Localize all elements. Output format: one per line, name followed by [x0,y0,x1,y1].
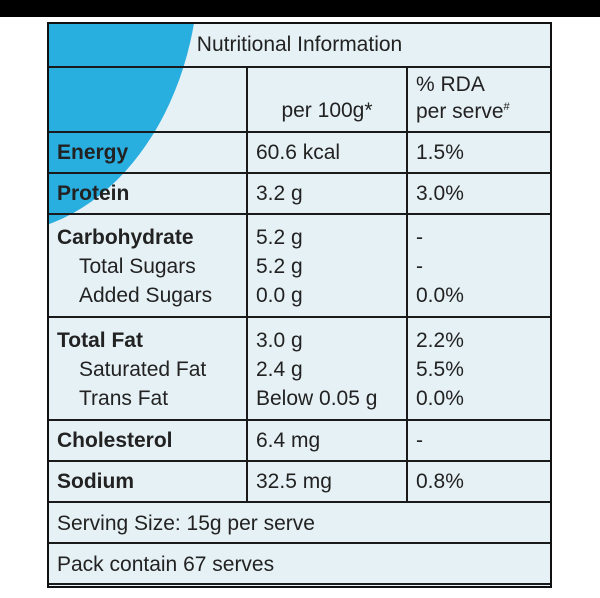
row-pack-contains: Pack contain 67 serves [49,542,550,585]
nutrient-rda-values: 2.2% 5.5% 0.0% [405,316,550,421]
nutrient-rda: - [405,419,550,462]
header-per-100g: per 100g* [246,66,408,133]
nutrient-per100: 2.4 g [256,358,303,381]
nutrient-name: Total Fat [57,329,143,352]
row-protein: Protein 3.2 g 3.0% [49,172,550,215]
nutrient-per100: 0.0 g [256,284,303,307]
header-rda-line2: per serve [416,100,504,123]
nutrient-rda: 3.0% [405,172,550,215]
row-cholesterol: Cholesterol 6.4 mg - [49,419,550,462]
row-fat-group: Total Fat Saturated Fat Trans Fat 3.0 g … [49,316,550,421]
nutrient-rda: 0.0% [416,284,464,307]
nutrient-rda: - [416,255,423,278]
row-sodium: Sodium 32.5 mg 0.8% [49,460,550,503]
nutrient-per100-values: 5.2 g 5.2 g 0.0 g [246,213,408,318]
pack-contains-text: Pack contain 67 serves [49,542,550,585]
table-title: Nutritional Information [49,24,550,68]
nutrient-name: Total Sugars [79,255,196,278]
nutrient-name: Saturated Fat [79,358,207,381]
nutrient-per100: 5.2 g [256,226,303,249]
nutrient-name: Cholesterol [49,419,248,462]
nutrient-name: Trans Fat [79,387,169,410]
nutrition-label: Nutritional Information per 100g* % RDA … [47,22,552,588]
header-row: per 100g* % RDA per serve# [49,66,550,133]
nutrient-per100: 3.2 g [246,172,408,215]
nutrient-rda: 1.5% [405,131,550,174]
row-energy: Energy 60.6 kcal 1.5% [49,131,550,174]
row-carbohydrate-group: Carbohydrate Total Sugars Added Sugars 5… [49,213,550,318]
header-rda-mark: # [503,101,510,113]
header-blank-cell [49,66,248,133]
header-rda-line1: % RDA [416,73,485,96]
nutrient-per100: 32.5 mg [246,460,408,503]
nutrient-names: Total Fat Saturated Fat Trans Fat [49,316,248,421]
nutrient-per100: Below 0.05 g [256,387,378,410]
nutrient-rda-values: - - 0.0% [405,213,550,318]
nutrient-name: Added Sugars [79,284,213,307]
nutrient-name: Energy [49,131,248,174]
header-rda: % RDA per serve# [405,66,550,133]
nutrient-per100: 60.6 kcal [246,131,408,174]
nutrition-table: Nutritional Information per 100g* % RDA … [49,24,550,585]
serving-size-text: Serving Size: 15g per serve [49,501,550,544]
nutrient-per100: 3.0 g [256,329,303,352]
nutrient-rda: 5.5% [416,358,464,381]
nutrient-names: Carbohydrate Total Sugars Added Sugars [49,213,248,318]
nutrient-per100: 6.4 mg [246,419,408,462]
nutrient-name: Protein [49,172,248,215]
row-serving-size: Serving Size: 15g per serve [49,501,550,544]
nutrient-name: Carbohydrate [57,226,194,249]
header-rda-line2-wrap: per serve# [416,96,550,123]
nutrient-rda: - [416,226,423,249]
nutrient-per100: 5.2 g [256,255,303,278]
nutrient-name: Sodium [49,460,248,503]
nutrient-rda: 2.2% [416,329,464,352]
top-black-bar [0,0,600,17]
nutrient-per100-values: 3.0 g 2.4 g Below 0.05 g [246,316,408,421]
nutrient-rda: 0.8% [405,460,550,503]
nutrient-rda: 0.0% [416,387,464,410]
title-row: Nutritional Information [49,24,550,68]
